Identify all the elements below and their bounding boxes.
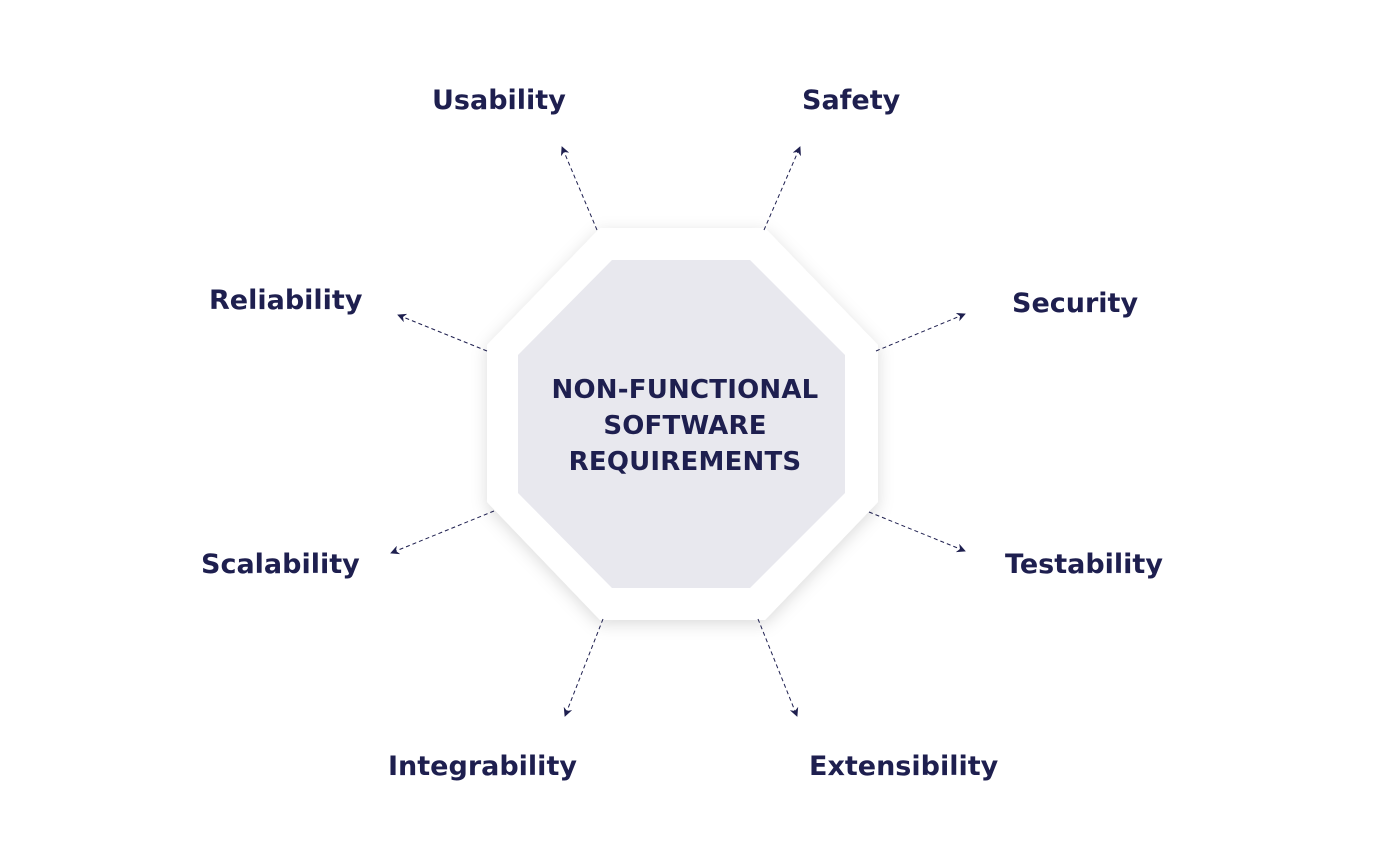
label-extensibility: Extensibility xyxy=(809,751,999,782)
connector-extensibility xyxy=(757,618,799,717)
connector-scalability xyxy=(390,510,495,555)
label-usability: Usability xyxy=(432,85,566,116)
label-reliability: Reliability xyxy=(209,285,363,316)
center-title: NON-FUNCTIONAL SOFTWARE REQUIREMENTS xyxy=(530,372,840,480)
octagon-inner xyxy=(518,260,845,588)
connector-usability xyxy=(561,146,598,231)
connector-integrability xyxy=(563,618,604,717)
label-safety: Safety xyxy=(802,85,901,116)
label-scalability: Scalability xyxy=(201,549,360,580)
center-title-line-3: REQUIREMENTS xyxy=(568,447,802,477)
label-testability: Testability xyxy=(1005,549,1163,580)
connector-reliability xyxy=(397,313,488,352)
label-integrability: Integrability xyxy=(388,751,577,782)
connector-testability xyxy=(868,511,966,553)
connector-safety xyxy=(763,146,801,231)
label-security: Security xyxy=(1012,288,1139,319)
connector-security xyxy=(875,312,966,352)
center-title-line-2: SOFTWARE xyxy=(603,411,767,441)
center-title-line-1: NON-FUNCTIONAL xyxy=(551,375,819,405)
